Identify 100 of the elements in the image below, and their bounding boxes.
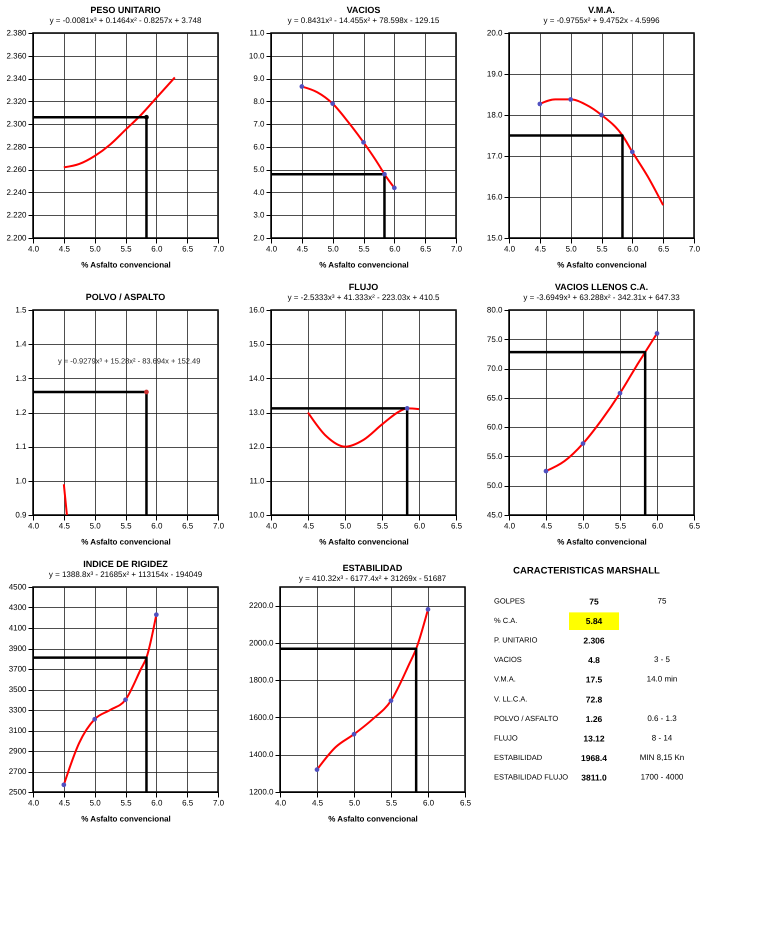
x-tick-label: 5.0 (340, 522, 352, 530)
x-tick-label: 4.5 (58, 798, 70, 808)
y-tick-label: 70.0 (486, 364, 504, 374)
text: 14.0 min (646, 674, 678, 684)
point (361, 140, 366, 145)
y-tick-label: 80.0 (486, 306, 504, 314)
point (314, 767, 320, 772)
point (382, 172, 387, 177)
point (330, 101, 336, 106)
text: 1968.4 (581, 752, 607, 763)
x-tick-label: 5.5 (120, 798, 132, 808)
y-tick-label: 2.200 (6, 234, 28, 242)
chart-title: V.M.A. (588, 5, 615, 15)
y-tick-label: 1.3 (15, 374, 28, 383)
y-tick-label: 2.360 (6, 51, 28, 60)
x-tick-label: 6.5 (450, 522, 463, 530)
text: 13.12 (583, 733, 605, 744)
y-tick-label: 55.0 (486, 452, 504, 461)
y-tick-label: 15.0 (248, 340, 266, 349)
y-tick-label: 45.0 (486, 510, 504, 520)
point (388, 698, 394, 704)
text: MIN 8,15 Kn (640, 752, 684, 762)
y-tick-label: 2200.0 (249, 601, 274, 610)
x-tick-label: 5.0 (90, 798, 102, 808)
text: 0.6 - 1.3 (647, 714, 677, 723)
x-tick-label: 6.5 (420, 244, 432, 254)
x-tick-label: 6.0 (389, 244, 401, 254)
x-tick-label: 5.0 (90, 244, 102, 254)
y-tick-label: 1.4 (15, 340, 28, 349)
point (154, 612, 159, 618)
point (544, 468, 548, 474)
y-tick-label: 1.5 (15, 306, 28, 314)
text: 72.8 (586, 694, 602, 704)
x-tick-label: 6.5 (182, 522, 194, 530)
x-tick-label: 7.0 (212, 798, 225, 808)
x-tick-label: 4.0 (28, 522, 40, 530)
x-tick-label: 5.0 (348, 798, 361, 808)
x-tick-label: 5.0 (90, 522, 102, 530)
chart-subtitle: y = -2.5333x³ + 41.333x² - 223.03x + 410.5 (288, 293, 440, 302)
x-tick-label: 6.0 (414, 522, 426, 530)
y-tick-label: 9.0 (253, 74, 266, 84)
y-tick-label: 17.0 (486, 152, 504, 160)
y-tick-label: 1.0 (15, 476, 28, 486)
x-tick-label: 7.0 (212, 522, 225, 530)
x-tick-label: 4.5 (534, 244, 546, 254)
y-tick-label: 3.0 (253, 210, 266, 220)
y-tick-label: 11.0 (250, 476, 266, 486)
y-tick-label: 11.0 (250, 28, 266, 38)
y-tick-label: 1600.0 (249, 712, 274, 722)
x-tick-label: 6.0 (151, 798, 163, 808)
chart-title: FLUJO (348, 282, 378, 292)
y-tick-label: 3300 (8, 706, 28, 714)
chart-subtitle: y = 410.32x³ - 6177.4x² + 31269x - 51687 (298, 574, 447, 583)
y-tick-label: 2900 (8, 746, 28, 756)
text: 3 - 5 (654, 655, 670, 664)
x-tick-label: 5.5 (386, 798, 398, 808)
point (299, 84, 304, 89)
x-tick-label: 4.5 (296, 244, 308, 254)
x-tick-label: 4.5 (58, 522, 70, 530)
y-tick-label: 6.0 (253, 142, 266, 152)
y-tick-label: 2.280 (6, 142, 28, 152)
x-axis-title: % Asfalto convencional (557, 260, 647, 270)
x-tick-label: 5.0 (566, 244, 578, 254)
y-tick-label: 16.0 (486, 192, 504, 202)
y-tick-label: 2500 (8, 788, 28, 796)
chart-title: INDICE DE RIGIDEZ (83, 559, 168, 569)
y-tick-label: 1200.0 (249, 788, 274, 796)
text: 75 (589, 596, 599, 607)
x-axis-title: % Asfalto convencional (557, 538, 647, 546)
point (630, 150, 635, 154)
y-tick-label: 14.0 (248, 374, 266, 383)
y-tick-label: 18.0 (486, 110, 504, 120)
x-tick-label: 5.5 (376, 522, 389, 530)
point (352, 732, 356, 737)
text: 3811.0 (581, 772, 607, 782)
y-tick-label: 1800.0 (249, 676, 274, 685)
y-tick-label: 2700 (8, 767, 28, 776)
x-tick-label: 5.5 (120, 244, 132, 254)
x-axis-title: % Asfalto convencional (328, 814, 418, 824)
chart-subtitle: y = 1388.8x³ - 21685x² + 113154x - 194049 (48, 570, 203, 579)
x-tick-label: 6.0 (151, 244, 163, 254)
x-tick-label: 4.5 (302, 522, 315, 530)
x-tick-label: 5.5 (614, 522, 627, 530)
y-tick-label: 20.0 (486, 28, 504, 38)
x-tick-label: 4.5 (312, 798, 324, 808)
y-tick-label: 2.220 (6, 210, 28, 220)
chart-subtitle: y = -0.9755x² + 9.4752x - 4.5996 (543, 16, 660, 25)
x-tick-label: 5.5 (358, 244, 370, 254)
line-series (545, 332, 658, 472)
x-tick-label: 4.0 (504, 522, 516, 530)
y-tick-label: 4500 (8, 582, 28, 592)
point (92, 716, 98, 722)
y-tick-label: 2.260 (6, 165, 28, 174)
line-series (62, 76, 176, 168)
point (537, 102, 542, 106)
x-tick-label: 4.0 (28, 798, 40, 808)
y-tick-label: 15.0 (486, 234, 504, 242)
y-tick-label: 50.0 (486, 481, 504, 490)
line-series (307, 407, 420, 448)
x-tick-label: 7.0 (212, 244, 225, 254)
